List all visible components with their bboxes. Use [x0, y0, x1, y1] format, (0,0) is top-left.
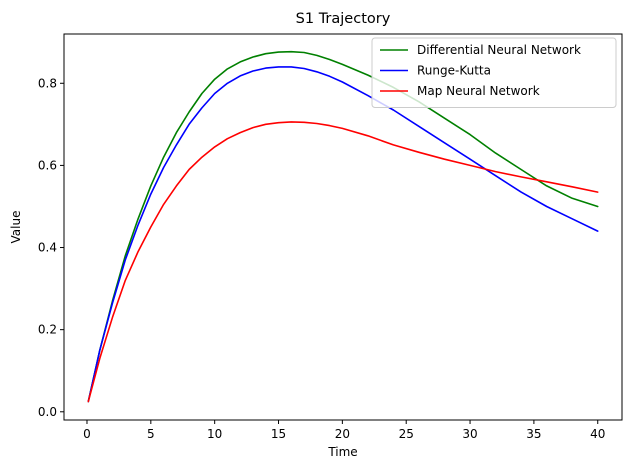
y-axis-ticks: 0.0 0.2 0.4 0.6 0.8: [38, 76, 64, 419]
x-tick-label: 30: [462, 427, 477, 441]
x-tick-label: 0: [83, 427, 91, 441]
x-axis-label: Time: [327, 445, 357, 459]
x-tick-label: 15: [271, 427, 286, 441]
legend-label-1: Runge-Kutta: [417, 64, 491, 78]
x-tick-label: 35: [526, 427, 541, 441]
x-tick-label: 25: [399, 427, 414, 441]
y-tick-label: 0.2: [38, 323, 57, 337]
legend-label-0: Differential Neural Network: [417, 43, 581, 57]
x-tick-label: 20: [335, 427, 350, 441]
legend-label-2: Map Neural Network: [417, 84, 540, 98]
y-tick-label: 0.8: [38, 76, 57, 90]
y-tick-label: 0.4: [38, 241, 57, 255]
x-tick-label: 5: [147, 427, 155, 441]
series-layer: [87, 50, 599, 403]
plot-frame: [63, 33, 623, 421]
y-axis-label: Value: [9, 211, 23, 244]
series-line-1: [87, 66, 599, 403]
x-axis-ticks: 0 5 10 15 20 25 30 35 40: [83, 420, 605, 441]
series-line-2: [87, 121, 599, 403]
legend-box: [371, 37, 617, 108]
chart-title: S1 Trajectory: [296, 11, 391, 27]
series-line-0: [87, 50, 599, 403]
y-tick-label: 0.6: [38, 158, 57, 172]
plot-area: [63, 33, 623, 421]
x-tick-label: 40: [590, 427, 605, 441]
y-tick-label: 0.0: [38, 405, 57, 419]
legend: Differential Neural Network Runge-Kutta Ma…: [371, 37, 617, 108]
x-tick-label: 10: [207, 427, 222, 441]
